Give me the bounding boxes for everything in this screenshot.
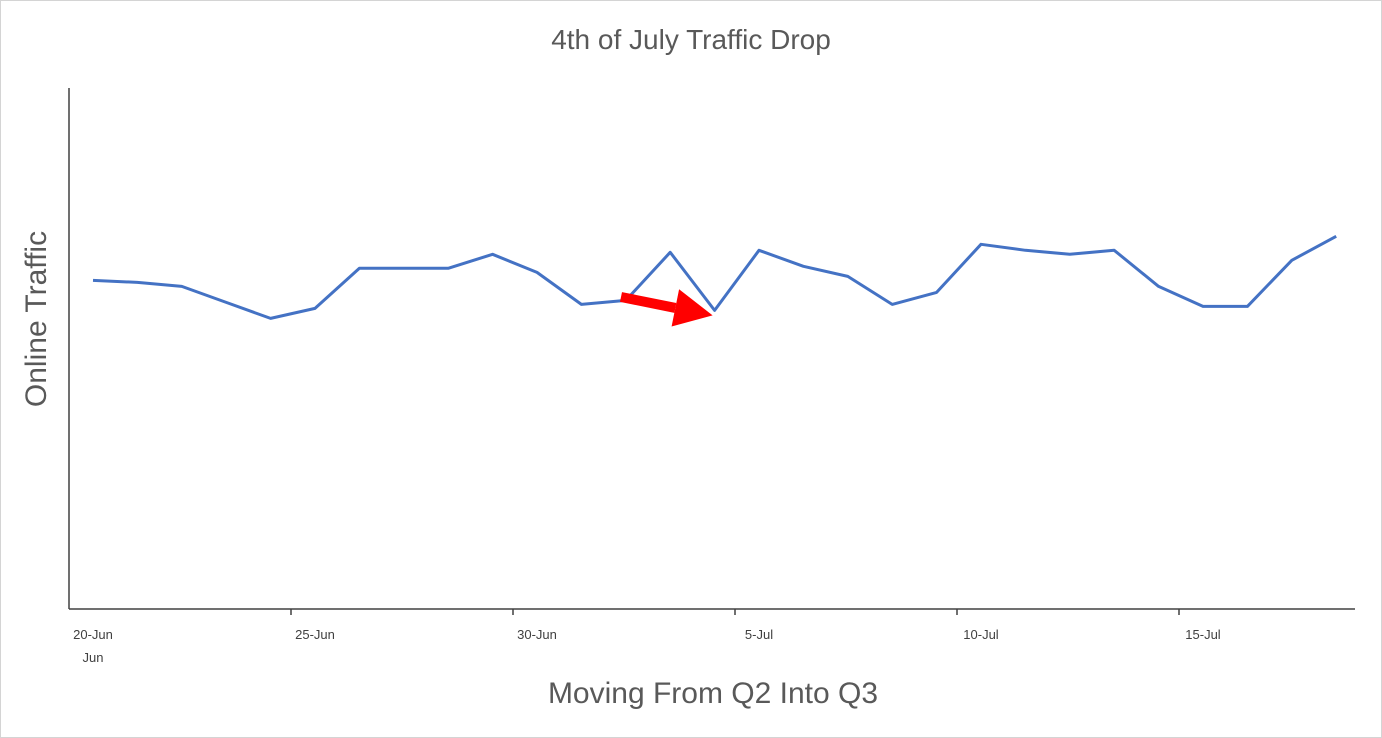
x-tick-sublabel: Jun: [83, 650, 104, 665]
x-axis-ticks: 20-Jun Jun 25-Jun 30-Jun 5-Jul 10-Jul 15-Jul: [73, 609, 1221, 665]
chart-title: 4th of July Traffic Drop: [551, 24, 831, 55]
x-tick-label: 30-Jun: [517, 627, 557, 642]
series-line: [92, 234, 1337, 320]
arrow-shaft: [620, 292, 677, 313]
series-layer: [92, 234, 1337, 320]
x-tick-label: 20-Jun: [73, 627, 113, 642]
arrow-head-icon: [671, 289, 713, 327]
x-tick-label: 5-Jul: [745, 627, 773, 642]
x-tick-label: 15-Jul: [1185, 627, 1221, 642]
x-axis-title: Moving From Q2 Into Q3: [548, 677, 878, 710]
x-tick-label: 10-Jul: [963, 627, 999, 642]
annotation-layer: [620, 289, 713, 327]
x-tick-label: 25-Jun: [295, 627, 335, 642]
y-axis-title: Online Traffic: [20, 231, 53, 407]
